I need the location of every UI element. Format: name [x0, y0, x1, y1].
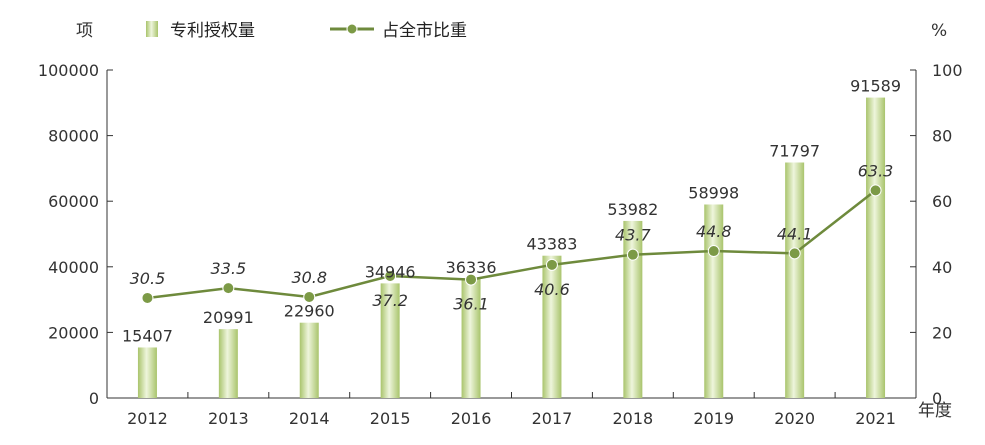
line-value-label: 30.5 — [130, 269, 166, 288]
bar-value-label: 91589 — [850, 77, 901, 96]
line-value-label: 63.3 — [858, 161, 894, 180]
legend-bar-swatch — [146, 21, 158, 37]
line-value-label: 44.1 — [777, 224, 813, 243]
y-right-unit: % — [931, 21, 947, 41]
bar-value-label: 22960 — [284, 302, 335, 321]
line-value-label: 43.7 — [615, 226, 651, 245]
line-series — [141, 184, 882, 304]
line-value-label: 36.1 — [453, 295, 489, 314]
line-point — [384, 269, 397, 282]
x-tick-label: 2016 — [451, 409, 492, 428]
x-tick-label: 2015 — [370, 409, 411, 428]
bar — [785, 162, 805, 398]
bar-value-label: 20991 — [203, 308, 254, 327]
x-axis-label: 年度 — [918, 401, 952, 421]
data-labels: 15407 20991 22960 34946 36336 43383 53982 58998… — [122, 77, 901, 346]
bar — [461, 278, 481, 398]
bar-value-label: 43383 — [526, 235, 577, 254]
y-right-tick-label: 100 — [932, 61, 963, 80]
x-tick-label: 2014 — [289, 409, 330, 428]
y-right-tick-label: 0 — [932, 389, 942, 408]
y-left-tick-label: 20000 — [48, 323, 99, 342]
legend-line-marker — [346, 23, 358, 35]
x-tick-label: 2012 — [127, 409, 168, 428]
bar-value-label: 53982 — [607, 200, 658, 219]
line-value-label: 37.2 — [372, 291, 408, 310]
bar-value-label: 36336 — [446, 258, 497, 277]
line-point — [626, 248, 639, 261]
line-point — [222, 282, 235, 295]
axes: 0 20000 40000 60000 80000 100000 0 20 40 60 80 100 2… — [38, 61, 963, 428]
y-left-unit: 项 — [76, 21, 93, 41]
x-tick-label: 2019 — [693, 409, 734, 428]
y-left-tick-label: 0 — [89, 389, 99, 408]
x-tick-label: 2013 — [208, 409, 249, 428]
bar — [218, 329, 238, 398]
y-right-tick-label: 80 — [932, 127, 952, 146]
line-value-label: 33.5 — [211, 259, 247, 278]
bar-value-label: 71797 — [769, 142, 820, 161]
y-right-tick-label: 60 — [932, 192, 952, 211]
line-point — [707, 245, 720, 258]
legend-bar-label: 专利授权量 — [170, 21, 255, 41]
y-left-tick-label: 60000 — [48, 192, 99, 211]
y-left-tick-label: 80000 — [48, 127, 99, 146]
bar — [380, 283, 400, 398]
x-tick-label: 2018 — [612, 409, 653, 428]
line-value-label: 40.6 — [534, 280, 570, 299]
line-point — [141, 291, 154, 304]
line-path — [147, 189, 877, 300]
line-value-label: 44.8 — [696, 222, 732, 241]
y-right-tick-label: 20 — [932, 323, 952, 342]
bar — [542, 255, 562, 398]
y-left-tick-label: 100000 — [38, 61, 99, 80]
x-tick-label: 2021 — [855, 409, 896, 428]
line-point — [465, 273, 478, 286]
bar — [299, 322, 319, 398]
line-point — [303, 290, 316, 303]
x-tick-label: 2017 — [532, 409, 573, 428]
line-point — [788, 247, 801, 260]
y-right-tick-label: 40 — [932, 258, 952, 277]
y-left-tick-label: 40000 — [48, 258, 99, 277]
legend: 专利授权量 占全市比重 — [146, 21, 467, 41]
line-point — [545, 258, 558, 271]
legend-line-label: 占全市比重 — [382, 21, 467, 41]
line-value-label: 30.8 — [291, 268, 327, 287]
bar-value-label: 34946 — [365, 262, 416, 281]
bar — [866, 97, 886, 399]
bar — [623, 220, 643, 398]
bar-value-label: 58998 — [688, 183, 739, 202]
line-point — [869, 184, 882, 197]
x-tick-label: 2020 — [774, 409, 815, 428]
bar-value-label: 15407 — [122, 326, 173, 345]
bar — [137, 347, 157, 398]
